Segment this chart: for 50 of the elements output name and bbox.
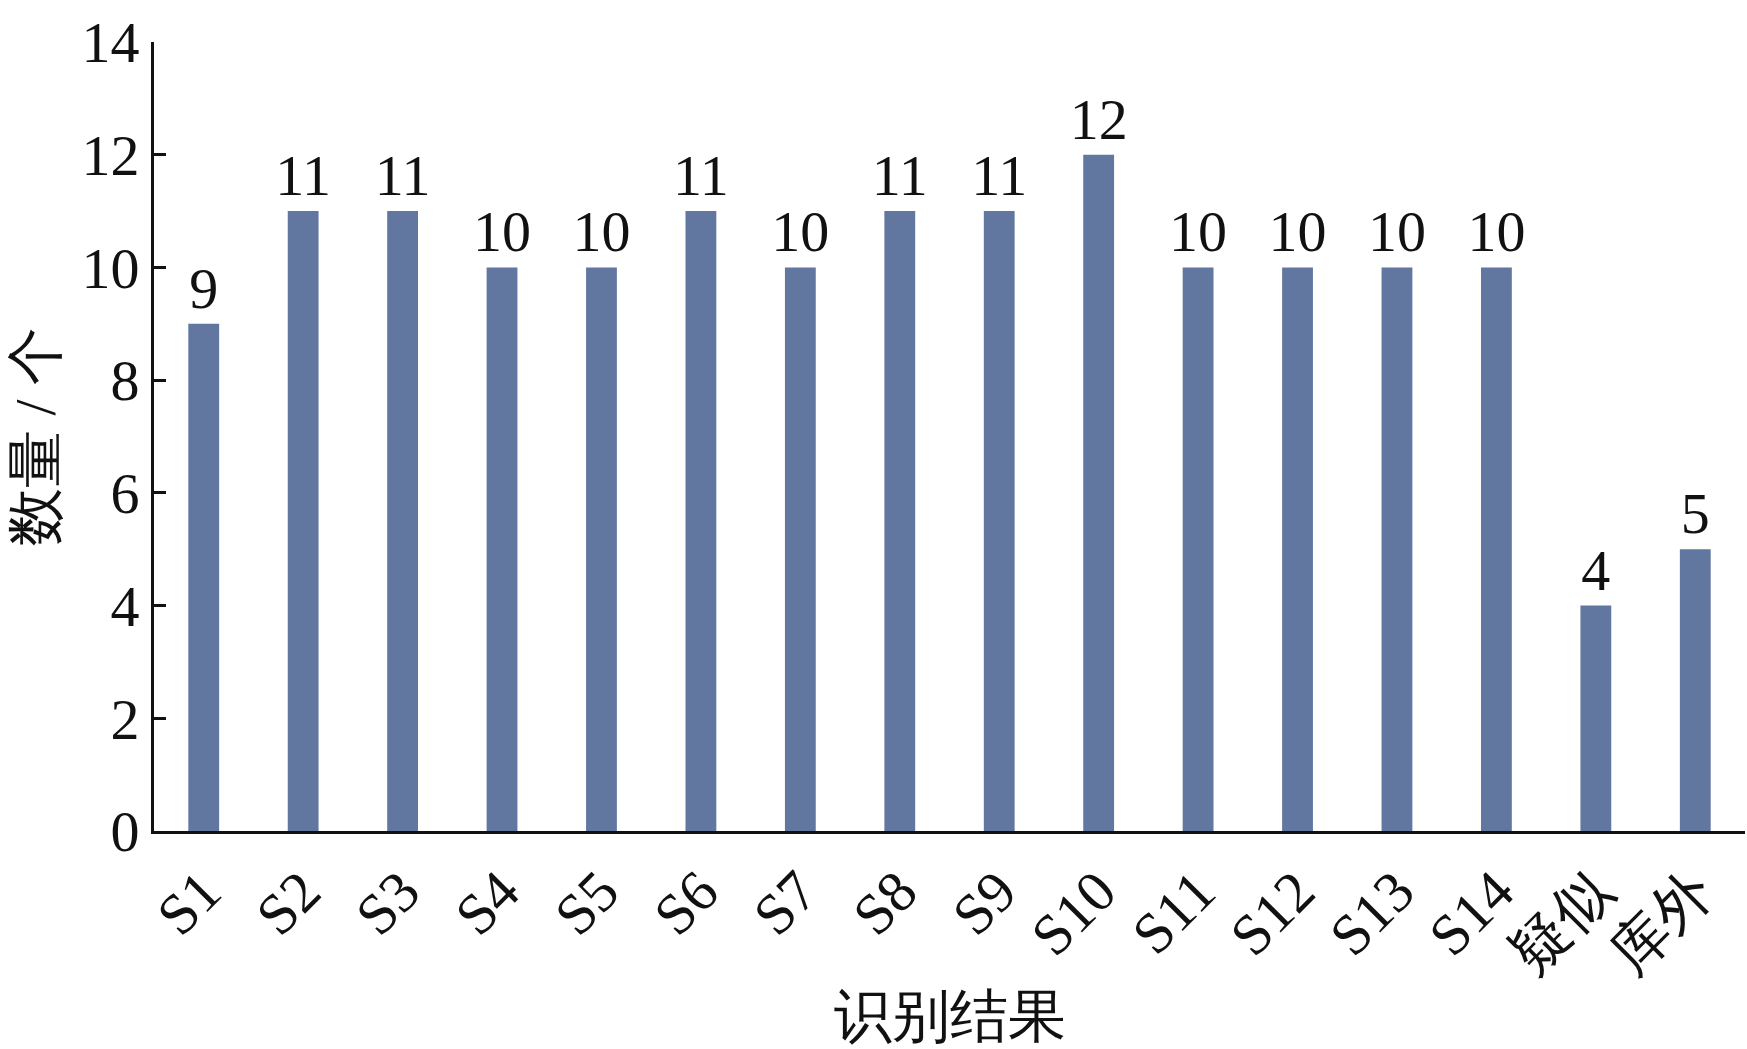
bar xyxy=(1580,605,1612,831)
bar xyxy=(1679,549,1711,831)
x-tick-label: S1 xyxy=(144,858,234,948)
data-label: 10 xyxy=(473,199,532,265)
bar xyxy=(1480,267,1512,831)
bar xyxy=(884,211,916,831)
bar xyxy=(784,267,816,831)
data-label: 12 xyxy=(1069,86,1128,152)
bar xyxy=(1282,267,1313,831)
y-tick-label: 14 xyxy=(81,10,140,76)
y-tick-label: 12 xyxy=(81,123,140,189)
x-axis-title: 识别结果 xyxy=(833,984,1066,1049)
data-label: 4 xyxy=(1581,537,1611,603)
y-tick-label: 8 xyxy=(110,348,140,414)
data-label: 10 xyxy=(1467,199,1526,265)
x-tick-label: S8 xyxy=(840,858,930,948)
data-label: 10 xyxy=(1268,199,1327,265)
bar xyxy=(983,211,1015,831)
y-tick-label: 10 xyxy=(81,235,140,301)
x-tick-label: S5 xyxy=(541,858,632,948)
y-tick-label: 4 xyxy=(110,573,140,639)
data-label: 11 xyxy=(971,143,1028,209)
bar xyxy=(486,267,518,831)
data-label: 11 xyxy=(275,143,332,209)
data-label: 11 xyxy=(672,143,729,209)
data-label: 10 xyxy=(572,199,631,265)
x-tick-label: S4 xyxy=(442,858,532,948)
bar xyxy=(188,323,220,831)
bar xyxy=(685,211,717,831)
bar xyxy=(586,267,617,831)
bar xyxy=(387,211,419,831)
y-tick-label: 2 xyxy=(110,686,140,752)
data-label: 10 xyxy=(1169,199,1228,265)
y-tick-label: 6 xyxy=(110,461,140,527)
data-label: 10 xyxy=(771,199,830,265)
data-label: 11 xyxy=(374,143,431,209)
x-tick-label: S7 xyxy=(740,858,831,948)
x-tick-label: S3 xyxy=(343,858,433,948)
bar xyxy=(1083,154,1115,831)
x-tick-label: S6 xyxy=(641,858,731,948)
bar xyxy=(287,211,319,831)
bar xyxy=(1182,267,1214,831)
data-label: 9 xyxy=(189,255,219,321)
y-tick-label: 0 xyxy=(110,799,140,865)
x-tick-label: S2 xyxy=(243,858,333,948)
y-axis-title: 数量 / 个 xyxy=(2,326,68,547)
data-label: 10 xyxy=(1367,199,1426,265)
data-label: 5 xyxy=(1680,481,1710,547)
data-label: 11 xyxy=(871,143,928,209)
bar xyxy=(1381,267,1413,831)
